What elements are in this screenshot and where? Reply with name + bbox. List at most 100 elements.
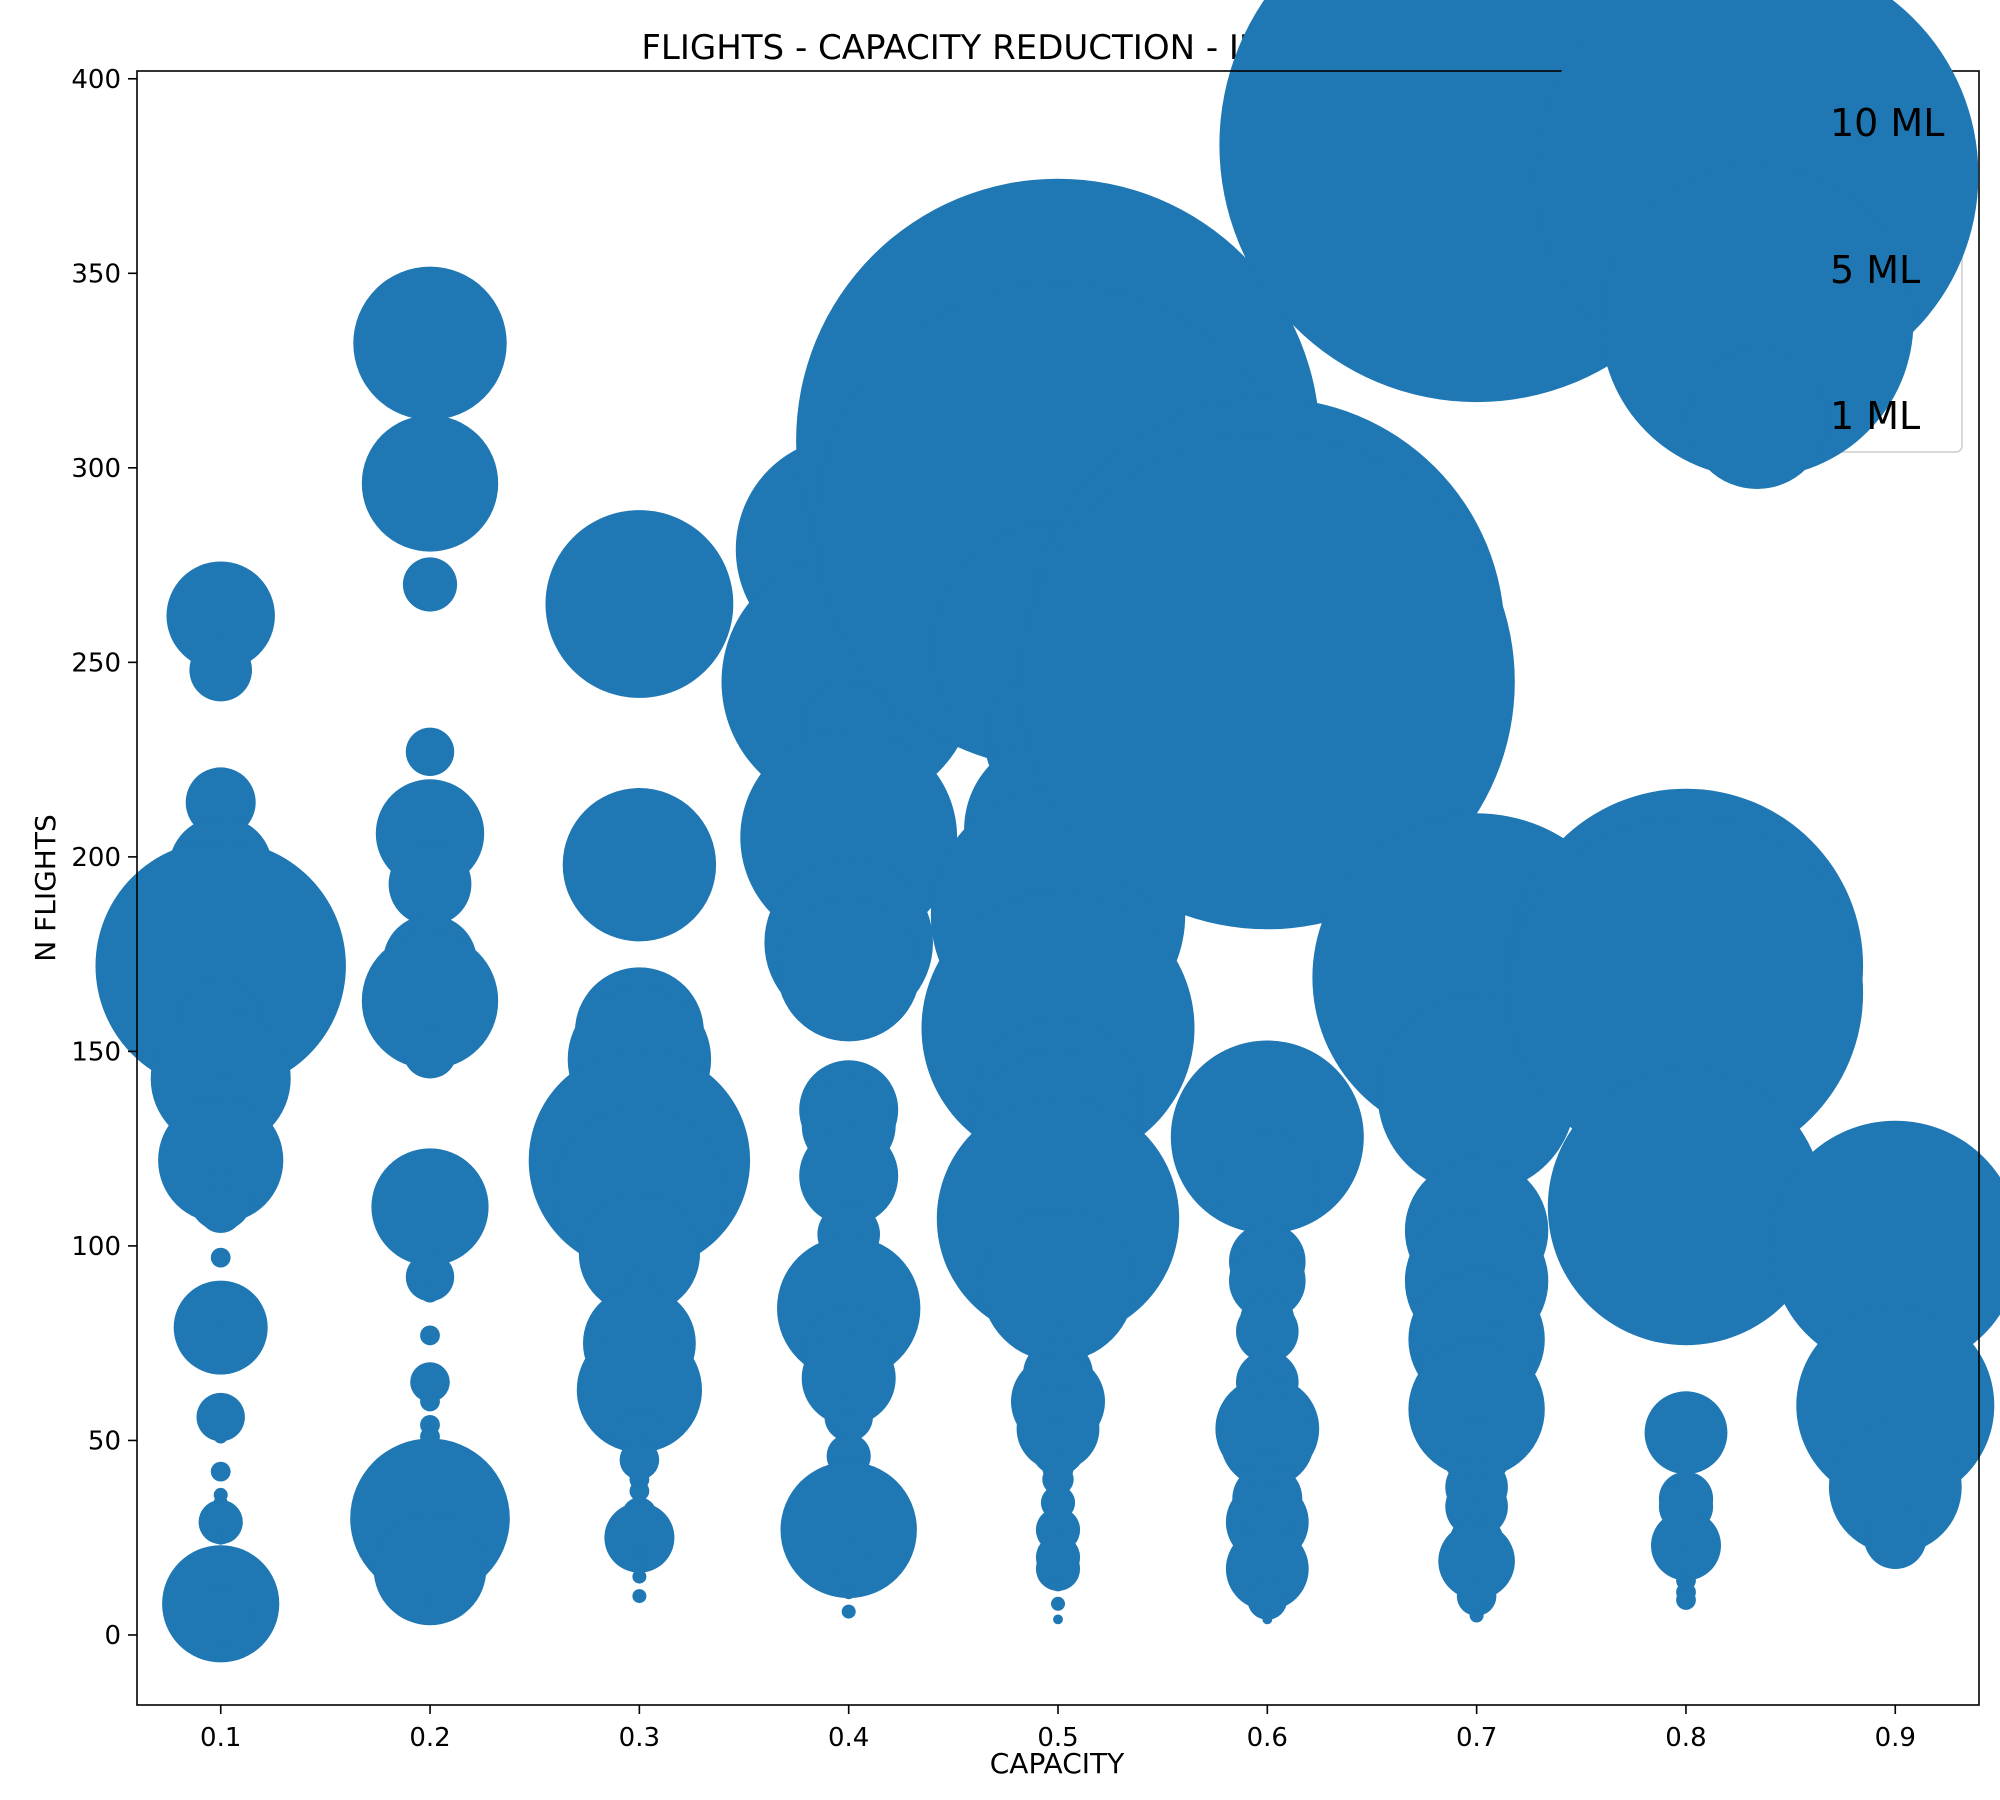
bubble-point (1262, 1614, 1273, 1625)
bubble-point (841, 1604, 856, 1619)
y-tick-label: 150 (71, 1037, 121, 1067)
bubble-point (402, 1024, 458, 1079)
legend-label: 1 ML (1830, 394, 1920, 438)
bubble-point (1456, 1576, 1497, 1616)
bubble-point (189, 1584, 252, 1647)
bubble-point (777, 898, 921, 1042)
bubble-point (1038, 1296, 1078, 1336)
bubble-point (166, 561, 275, 670)
bubble-point (210, 1461, 231, 1482)
bubble-point (405, 727, 455, 776)
x-tick-label: 0.1 (200, 1723, 241, 1753)
bubble-point (420, 1325, 440, 1346)
bubble-point (604, 1502, 675, 1573)
bubble-point (1438, 1522, 1515, 1600)
bubble-point (1220, 1393, 1315, 1488)
bubble-point (627, 1268, 652, 1293)
bubble-point (799, 1126, 899, 1226)
bubble-point (1676, 1590, 1696, 1610)
bubble-point (1469, 1608, 1484, 1623)
bubble-point (1673, 1545, 1699, 1570)
x-tick-label: 0.5 (1037, 1723, 1078, 1753)
bubble-point (1051, 1577, 1065, 1592)
bubble-point (371, 1148, 489, 1266)
bubble-point (801, 1331, 896, 1426)
legend-label: 5 ML (1830, 248, 1920, 292)
bubble-point (213, 1429, 228, 1444)
bubble-point (420, 1391, 440, 1412)
bubble-point (838, 1562, 859, 1583)
bubble-point (632, 1589, 647, 1604)
y-tick-label: 200 (71, 843, 121, 873)
bubble-point (213, 1530, 228, 1545)
y-axis: 0 50 100 150 200 250 300 350 400 (71, 65, 137, 1651)
bubble-point (1770, 1120, 2000, 1372)
x-axis-label: CAPACITY (990, 1747, 1125, 1780)
y-tick-label: 100 (71, 1232, 121, 1262)
bubble-point (353, 266, 507, 420)
bubble-point (1644, 1391, 1728, 1475)
bubble-point (619, 1440, 660, 1480)
bubble-point (562, 788, 717, 942)
bubble-point (402, 557, 458, 612)
bubble-point (1215, 1131, 1320, 1236)
bubble-point (1051, 1596, 1065, 1611)
bubble-point (1864, 1506, 1927, 1569)
legend-marker (1687, 349, 1827, 489)
y-tick-label: 250 (71, 648, 121, 678)
bubble-point (198, 1500, 243, 1545)
bubble-point (828, 1537, 869, 1577)
y-tick-label: 350 (71, 259, 121, 289)
bubble-point (420, 1282, 440, 1303)
y-tick-label: 400 (71, 65, 121, 95)
y-tick-label: 50 (88, 1426, 121, 1456)
bubble-point (981, 1208, 1135, 1362)
bubble-point (198, 1321, 243, 1366)
bubble-point (1508, 815, 1864, 1171)
bubble-point (1408, 1341, 1545, 1478)
bubble-point (95, 840, 346, 1091)
bubble-point (1229, 1242, 1306, 1320)
x-tick-label: 0.7 (1456, 1723, 1497, 1753)
bubble-point (1225, 1527, 1309, 1611)
x-tick-label: 0.3 (619, 1723, 660, 1753)
bubble-point (841, 1585, 856, 1600)
x-tick-label: 0.4 (828, 1723, 869, 1753)
bubble-point (388, 842, 472, 926)
bubble-point (210, 1247, 231, 1268)
bubble-point (632, 1546, 647, 1561)
bubble-point (410, 1362, 450, 1402)
bubble-point (576, 1327, 703, 1453)
bubble-point (632, 1557, 647, 1572)
y-tick-label: 300 (71, 454, 121, 484)
legend-marker (1600, 164, 1914, 478)
bubble-layer (95, 0, 2000, 1663)
bubble-point (196, 1392, 245, 1442)
bubble-point (198, 1188, 243, 1233)
bubble-point (158, 1097, 284, 1223)
x-tick-label: 0.6 (1247, 1723, 1288, 1753)
y-axis-label: N FLIGHTS (29, 814, 62, 961)
bubble-point (1547, 1068, 1825, 1346)
y-tick-label: 0 (104, 1621, 121, 1651)
bubble-point (629, 1481, 650, 1501)
x-tick-label: 0.8 (1665, 1723, 1706, 1753)
bubble-point (1247, 1580, 1288, 1620)
bubble-point (545, 510, 734, 698)
bubble-point (405, 1252, 455, 1302)
bubble-point (1236, 1300, 1299, 1363)
bubble-point (1035, 1546, 1081, 1591)
legend: 10 ML 5 ML 1 ML (1535, 0, 1979, 489)
bubble-point (1042, 1463, 1074, 1496)
bubble-point (1828, 1420, 1962, 1554)
bubble-point (361, 415, 499, 552)
x-tick-label: 0.2 (409, 1723, 450, 1753)
bubble-point (425, 1595, 435, 1605)
bubble-point (420, 1220, 440, 1241)
bubble-point (780, 1461, 917, 1599)
bubble-point (361, 932, 499, 1069)
bubble-point (632, 1569, 647, 1584)
bubble-point (373, 1512, 487, 1626)
bubble-point (189, 638, 252, 702)
